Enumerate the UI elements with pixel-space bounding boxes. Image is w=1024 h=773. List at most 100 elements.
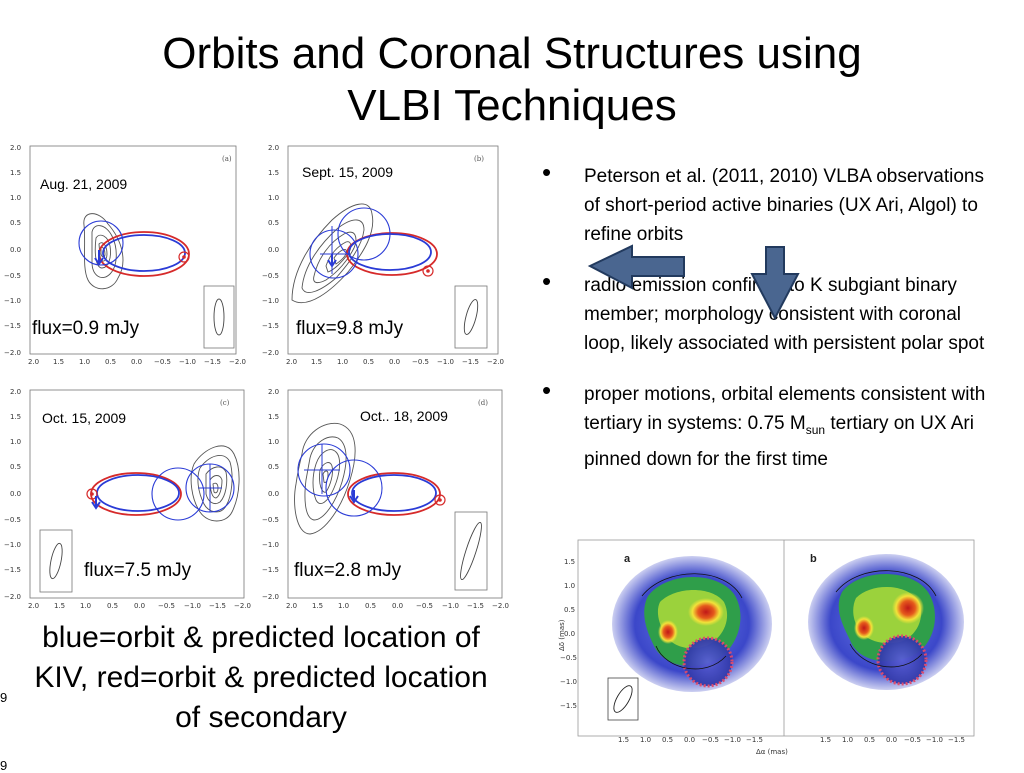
beam-box xyxy=(607,677,639,721)
x-tick: −0.5 xyxy=(904,736,921,744)
bullet-dot-icon: • xyxy=(542,375,552,405)
orbit-panel-b: 2.0 1.5 1.0 0.5 0.0 −0.5 −1.0 −1.5 −2.0 … xyxy=(262,140,512,372)
panel-date: Aug. 21, 2009 xyxy=(40,176,128,192)
blue-predicted-location-1 xyxy=(297,443,351,497)
y-tick: 0.0 xyxy=(268,490,279,498)
panel-letter: (d) xyxy=(478,399,488,407)
orbit-plot-c: 2.0 1.5 1.0 0.5 0.0 −0.5 −1.0 −1.5 −2.0 … xyxy=(4,388,251,610)
beam-ellipse xyxy=(460,521,482,581)
vlbi-image-plot: Δδ (mas) Δα (mas) 1.5 1.0 0.5 0.0 −0.5 −… xyxy=(558,539,975,756)
blue-error-cross xyxy=(304,444,340,494)
x-tick: 1.5 xyxy=(311,358,322,366)
red-predicted-location xyxy=(422,265,434,277)
x-axis-label: Δα (mas) xyxy=(756,748,788,756)
y-tick: 2.0 xyxy=(10,144,21,152)
x-tick: 0.0 xyxy=(389,358,400,366)
x-tick: 1.0 xyxy=(338,602,349,610)
y-tick: −0.5 xyxy=(4,272,21,280)
y-tick: −2.0 xyxy=(4,593,21,601)
x-tick: 1.0 xyxy=(640,736,651,744)
bullet-item: • Peterson et al. (2011, 2010) VLBA obse… xyxy=(540,158,1000,249)
red-predicted-location xyxy=(178,251,190,263)
beam-box xyxy=(454,285,488,349)
x-tick: −0.5 xyxy=(158,602,175,610)
plot-frame xyxy=(287,389,503,599)
beam-ellipse xyxy=(213,298,225,336)
bullet-text-before: proper motions, orbital elements consist… xyxy=(584,384,986,434)
x-tick: 1.0 xyxy=(80,602,91,610)
panel-letter: (a) xyxy=(222,155,232,163)
vlbi-image-panels: Δδ (mas) Δα (mas) 1.5 1.0 0.5 0.0 −0.5 −… xyxy=(556,536,982,760)
bullet-list: • Peterson et al. (2011, 2010) VLBA obse… xyxy=(540,158,1000,496)
blue-predicted-location-2 xyxy=(325,459,383,517)
blue-orbit xyxy=(348,233,432,271)
image-panel-label-a: a xyxy=(624,553,631,565)
y-tick: −1.0 xyxy=(262,541,279,549)
y-tick: 1.5 xyxy=(10,413,21,421)
orbit-plot-d: 2.0 1.5 1.0 0.5 0.0 −0.5 −1.0 −1.5 −2.0 … xyxy=(262,388,509,610)
y-tick: −0.5 xyxy=(4,516,21,524)
y-tick: 0.5 xyxy=(564,606,575,614)
x-tick: 2.0 xyxy=(28,358,39,366)
y-tick: 1.5 xyxy=(10,169,21,177)
y-tick: 2.0 xyxy=(10,388,21,396)
red-predicted-location xyxy=(86,488,98,500)
y-tick: −1.0 xyxy=(560,678,577,686)
y-tick: −1.5 xyxy=(262,566,279,574)
panel-date: Sept. 15, 2009 xyxy=(302,164,394,180)
figure-caption: blue=orbit & predicted location of KIV, … xyxy=(34,621,488,734)
y-tick: 1.5 xyxy=(268,413,279,421)
y-tick: 0.0 xyxy=(564,630,575,638)
y-axis-label: Δδ (mas) xyxy=(558,619,566,651)
bullet-dot-icon: • xyxy=(542,157,552,187)
x-tick: −0.5 xyxy=(412,358,429,366)
y-tick: −0.5 xyxy=(262,516,279,524)
beam-ellipse xyxy=(463,299,479,335)
bullet-subscript: sun xyxy=(805,422,826,437)
y-tick: −1.5 xyxy=(262,322,279,330)
y-tick: 0.5 xyxy=(10,219,21,227)
x-tick: −1.0 xyxy=(437,358,454,366)
orbit-panel-c: 2.0 1.5 1.0 0.5 0.0 −0.5 −1.0 −1.5 −2.0 … xyxy=(4,384,254,614)
x-tick: −0.5 xyxy=(702,736,719,744)
blue-predicted-location-1 xyxy=(151,467,205,521)
panel-letter: (c) xyxy=(220,399,230,407)
blue-error-cross xyxy=(198,464,222,512)
y-tick: −1.0 xyxy=(4,541,21,549)
red-orbit xyxy=(90,472,182,516)
y-tick: −1.0 xyxy=(262,297,279,305)
y-tick: 1.0 xyxy=(268,194,279,202)
panel-flux: flux=2.8 mJy xyxy=(294,560,402,582)
left-arrow-icon xyxy=(587,244,685,290)
y-tick: 0.5 xyxy=(10,463,21,471)
x-tick: −1.5 xyxy=(462,358,479,366)
blue-motion-arrow xyxy=(94,250,104,266)
x-tick: −1.5 xyxy=(467,602,484,610)
orbit-plot-b: 2.0 1.5 1.0 0.5 0.0 −0.5 −1.0 −1.5 −2.0 … xyxy=(262,144,504,366)
radio-contours xyxy=(294,422,356,535)
beam-box xyxy=(203,285,235,349)
x-tick: 1.5 xyxy=(54,602,65,610)
title-line-1: Orbits and Coronal Structures using xyxy=(162,29,862,78)
radio-image-b xyxy=(808,554,964,690)
blue-orbit xyxy=(102,234,186,272)
page-number-bottom: 9 xyxy=(0,758,8,773)
y-tick: −2.0 xyxy=(262,593,279,601)
y-tick: −1.5 xyxy=(560,702,577,710)
x-tick: 1.5 xyxy=(53,358,64,366)
y-tick: 0.0 xyxy=(268,246,279,254)
x-tick: 1.0 xyxy=(842,736,853,744)
x-tick: 2.0 xyxy=(286,602,297,610)
x-tick: 0.0 xyxy=(134,602,145,610)
bullet-item: • proper motions, orbital elements consi… xyxy=(540,376,1000,474)
y-tick: 0.0 xyxy=(10,246,21,254)
x-tick: 1.5 xyxy=(312,602,323,610)
x-tick: 0.5 xyxy=(662,736,673,744)
blue-predicted-location-1 xyxy=(309,229,359,279)
y-tick: 1.0 xyxy=(268,438,279,446)
x-tick: 1.5 xyxy=(618,736,629,744)
y-tick: −1.5 xyxy=(4,322,21,330)
plot-frame xyxy=(29,145,237,355)
x-tick: −0.5 xyxy=(154,358,171,366)
blue-orbit xyxy=(96,474,180,512)
